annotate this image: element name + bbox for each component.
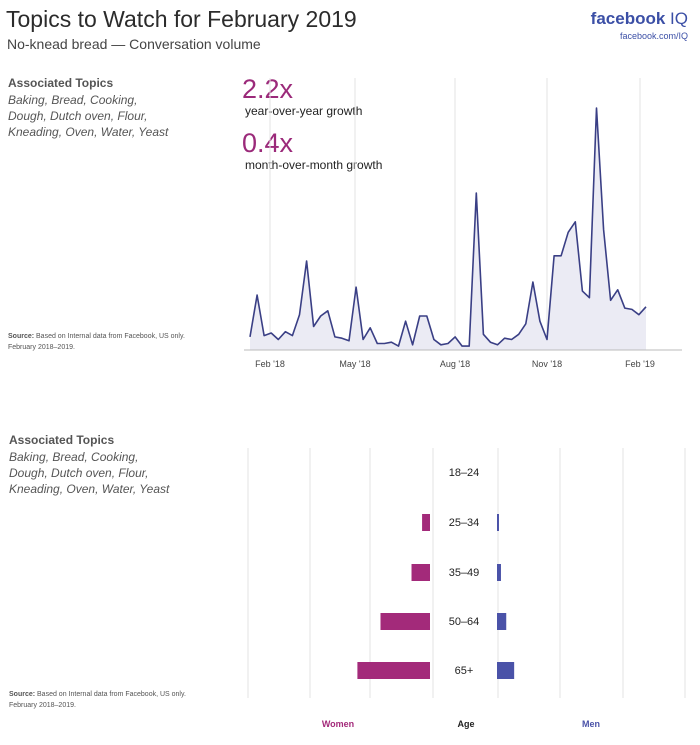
bar-men (497, 613, 507, 630)
topics-list: Baking, Bread, Cooking, Dough, Dutch ove… (8, 93, 169, 139)
bar-men (497, 514, 499, 531)
x-tick-label: Feb '18 (255, 359, 285, 369)
mom-label: month-over-month growth (245, 158, 383, 172)
bar-women (422, 514, 430, 531)
brand-url[interactable]: facebook.com/IQ (619, 31, 688, 41)
topics-list: Baking, Bread, Cooking, Dough, Dutch ove… (9, 450, 170, 496)
x-tick-label: Feb '19 (625, 359, 655, 369)
bar-women (411, 564, 430, 581)
age-label: 25–34 (449, 517, 480, 529)
bar-men (497, 564, 501, 581)
brand-name: facebook (590, 9, 666, 28)
legend: Women Age Men (322, 719, 600, 729)
mom-value: 0.4x (242, 128, 294, 158)
age-labels: 18–24 25–34 35–49 50–64 65+ (449, 467, 480, 677)
associated-topics-top: Associated Topics Baking, Bread, Cooking… (8, 76, 178, 140)
bar-women (380, 613, 430, 630)
area-fill (250, 108, 646, 350)
x-tick-label: May '18 (339, 359, 370, 369)
source-text: Based on Internal data from Facebook, US… (8, 333, 185, 351)
bar-women (357, 662, 430, 679)
brand-iq: IQ (670, 9, 688, 28)
age-label: 50–64 (449, 616, 480, 628)
age-label: 35–49 (449, 567, 480, 579)
legend-age: Age (457, 719, 474, 729)
topics-heading: Associated Topics (8, 76, 114, 90)
age-gender-chart: 18–24 25–34 35–49 50–64 65+ Women Age Men (247, 448, 686, 729)
x-tick-label: Nov '18 (532, 359, 562, 369)
page-subtitle: No-knead bread — Conversation volume (7, 36, 261, 52)
topics-heading: Associated Topics (9, 433, 115, 447)
source-text: Based on Internal data from Facebook, US… (9, 691, 186, 709)
conversation-volume-chart: Feb '18 May '18 Aug '18 Nov '18 Feb '19 (244, 78, 682, 369)
yoy-value: 2.2x (242, 74, 294, 104)
series-line (249, 107, 647, 347)
source-label: Source: (9, 691, 36, 698)
bars (357, 514, 515, 679)
legend-men: Men (582, 719, 600, 729)
age-label: 18–24 (449, 467, 480, 479)
yoy-label: year-over-year growth (245, 104, 363, 118)
bar-men (497, 662, 515, 679)
brand-logo[interactable]: facebook IQ facebook.com/IQ (591, 9, 688, 41)
legend-women: Women (322, 719, 354, 729)
source-note-top: Source: Based on Internal data from Face… (8, 331, 198, 353)
associated-topics-bottom: Associated Topics Baking, Bread, Cooking… (9, 433, 179, 497)
brand-wordmark: facebook IQ (591, 9, 688, 29)
source-note-bottom: Source: Based on Internal data from Face… (9, 689, 199, 711)
age-label: 65+ (455, 665, 474, 677)
page-title: Topics to Watch for February 2019 (6, 6, 357, 32)
x-axis-ticks: Feb '18 May '18 Aug '18 Nov '18 Feb '19 (255, 359, 655, 369)
source-label: Source: (8, 333, 35, 340)
x-tick-label: Aug '18 (440, 359, 470, 369)
